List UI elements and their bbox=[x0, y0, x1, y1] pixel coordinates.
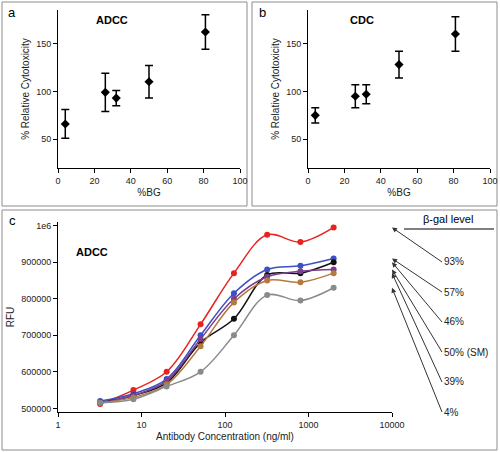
svg-text:100: 100 bbox=[36, 87, 51, 97]
svg-text:39%: 39% bbox=[444, 376, 464, 387]
svg-text:150: 150 bbox=[36, 39, 51, 49]
svg-text:57%: 57% bbox=[444, 287, 464, 298]
svg-text:600000: 600000 bbox=[21, 367, 51, 377]
svg-text:10: 10 bbox=[136, 420, 146, 430]
svg-text:800000: 800000 bbox=[21, 294, 51, 304]
svg-text:Antibody Concentration (ng/ml): Antibody Concentration (ng/ml) bbox=[156, 431, 294, 442]
svg-text:100: 100 bbox=[232, 176, 247, 186]
svg-text:%BG: %BG bbox=[137, 187, 161, 198]
svg-text:RFU: RFU bbox=[5, 307, 16, 328]
svg-text:150: 150 bbox=[286, 39, 301, 49]
svg-text:ADCC: ADCC bbox=[96, 14, 128, 26]
svg-text:ADCC: ADCC bbox=[76, 246, 108, 258]
svg-text:100: 100 bbox=[217, 420, 232, 430]
svg-text:1000: 1000 bbox=[298, 420, 318, 430]
svg-text:40: 40 bbox=[376, 176, 386, 186]
svg-text:50: 50 bbox=[41, 134, 51, 144]
svg-text:80: 80 bbox=[199, 176, 209, 186]
svg-text:100: 100 bbox=[482, 176, 497, 186]
svg-text:50% (SM): 50% (SM) bbox=[444, 347, 488, 358]
svg-text:60: 60 bbox=[412, 176, 422, 186]
svg-text:10000: 10000 bbox=[379, 420, 404, 430]
svg-text:0: 0 bbox=[305, 176, 310, 186]
svg-text:CDC: CDC bbox=[350, 14, 374, 26]
svg-text:1: 1 bbox=[55, 420, 60, 430]
svg-text:100: 100 bbox=[286, 87, 301, 97]
svg-text:0: 0 bbox=[55, 176, 60, 186]
svg-text:93%: 93% bbox=[444, 256, 464, 267]
svg-text:% Relative Cytotoxicity: % Relative Cytotoxicity bbox=[270, 38, 281, 140]
svg-text:60: 60 bbox=[162, 176, 172, 186]
svg-text:b: b bbox=[259, 5, 266, 20]
svg-text:900000: 900000 bbox=[21, 257, 51, 267]
svg-text:40: 40 bbox=[126, 176, 136, 186]
svg-text:% Relative Cytotoxicity: % Relative Cytotoxicity bbox=[20, 38, 31, 140]
svg-text:4%: 4% bbox=[444, 407, 459, 418]
svg-text:1e6: 1e6 bbox=[36, 221, 51, 231]
svg-text:20: 20 bbox=[339, 176, 349, 186]
svg-text:80: 80 bbox=[449, 176, 459, 186]
svg-text:a: a bbox=[8, 5, 16, 20]
svg-text:c: c bbox=[9, 213, 16, 228]
svg-text:50: 50 bbox=[291, 134, 301, 144]
svg-text:β-gal level: β-gal level bbox=[423, 213, 473, 225]
svg-text:20: 20 bbox=[89, 176, 99, 186]
svg-text:%BG: %BG bbox=[387, 187, 411, 198]
svg-text:46%: 46% bbox=[444, 316, 464, 327]
svg-text:700000: 700000 bbox=[21, 330, 51, 340]
svg-text:500000: 500000 bbox=[21, 404, 51, 414]
